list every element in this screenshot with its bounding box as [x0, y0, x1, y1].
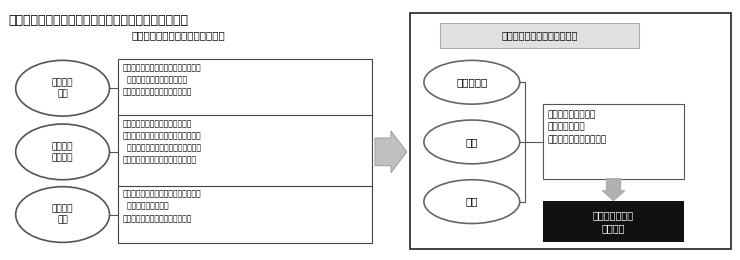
FancyArrow shape — [602, 179, 625, 201]
Text: 人と会うことなしに
遠隔でも快適に
情報のやりとりができる: 人と会うことなしに 遠隔でも快適に 情報のやりとりができる — [548, 110, 607, 144]
Bar — [542, 104, 684, 179]
Text: ＶＲ: ＶＲ — [465, 137, 478, 147]
Text: ５Ｇ: ５Ｇ — [465, 197, 478, 207]
Text: 図１．技術革新と生きにくい時代で価値観が一変する: 図１．技術革新と生きにくい時代で価値観が一変する — [9, 14, 189, 27]
Text: 生きにくい時代が突然やってきた: 生きにくい時代が突然やってきた — [132, 30, 225, 41]
Text: ・感染拡大防止と経済活動の停滞がて
  んびんに掛けられる
・業界によって壊滅的なダメージ: ・感染拡大防止と経済活動の停滞がて んびんに掛けられる ・業界によって壊滅的なダ… — [122, 190, 201, 223]
Text: 外出自粛
自宅生活: 外出自粛 自宅生活 — [52, 142, 73, 162]
Text: オンライン: オンライン — [456, 77, 488, 87]
Bar — [410, 13, 731, 249]
Text: 経済活動
停滞: 経済活動 停滞 — [52, 205, 73, 225]
Bar — [440, 23, 639, 48]
Polygon shape — [375, 131, 407, 173]
Text: 緊急事態
宣言: 緊急事態 宣言 — [52, 78, 73, 98]
Text: 常識や価値観が
一変する: 常識や価値観が 一変する — [593, 210, 634, 233]
Text: 最先端の技術が生き抜く力に: 最先端の技術が生き抜く力に — [502, 30, 578, 41]
Text: ・経験したことのないほどの緊急事態
  が訪れたという危機的な意識
・今までの生活を一変させる変化: ・経験したことのないほどの緊急事態 が訪れたという危機的な意識 ・今までの生活を… — [122, 63, 201, 97]
Text: ・テレワークが浸透し、自宅勤務
・店舗への自粛要請で出かける意味も
  なくなり、生活必需品のみの買い物
・ネットショッピングと宅配の拡大: ・テレワークが浸透し、自宅勤務 ・店舗への自粛要請で出かける意味も なくなり、生… — [122, 119, 201, 165]
Bar — [118, 186, 372, 243]
Bar — [118, 115, 372, 190]
Bar — [542, 201, 684, 242]
Bar — [118, 59, 372, 117]
